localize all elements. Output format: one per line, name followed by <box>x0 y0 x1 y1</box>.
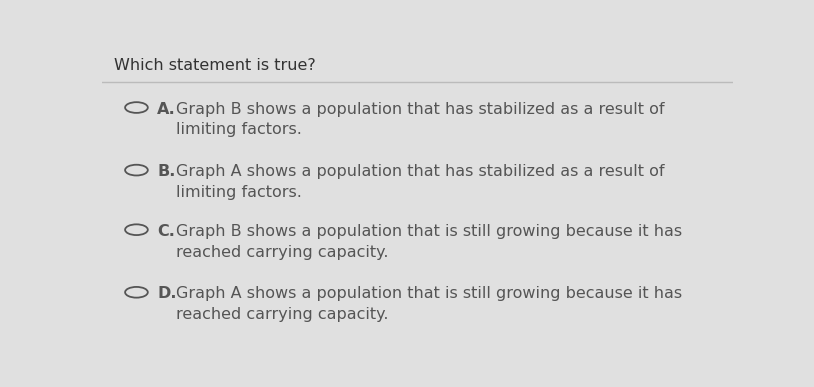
Text: A.: A. <box>157 101 176 116</box>
Text: Graph A shows a population that is still growing because it has: Graph A shows a population that is still… <box>176 286 682 301</box>
Text: C.: C. <box>157 224 175 239</box>
Text: D.: D. <box>157 286 177 301</box>
Text: B.: B. <box>157 164 176 179</box>
Text: Graph B shows a population that has stabilized as a result of: Graph B shows a population that has stab… <box>176 101 665 116</box>
Text: limiting factors.: limiting factors. <box>176 185 302 200</box>
Text: Graph B shows a population that is still growing because it has: Graph B shows a population that is still… <box>176 224 682 239</box>
Text: reached carrying capacity.: reached carrying capacity. <box>176 245 389 260</box>
Text: reached carrying capacity.: reached carrying capacity. <box>176 307 389 322</box>
Text: limiting factors.: limiting factors. <box>176 122 302 137</box>
Text: Graph A shows a population that has stabilized as a result of: Graph A shows a population that has stab… <box>176 164 665 179</box>
Text: Which statement is true?: Which statement is true? <box>114 58 316 74</box>
